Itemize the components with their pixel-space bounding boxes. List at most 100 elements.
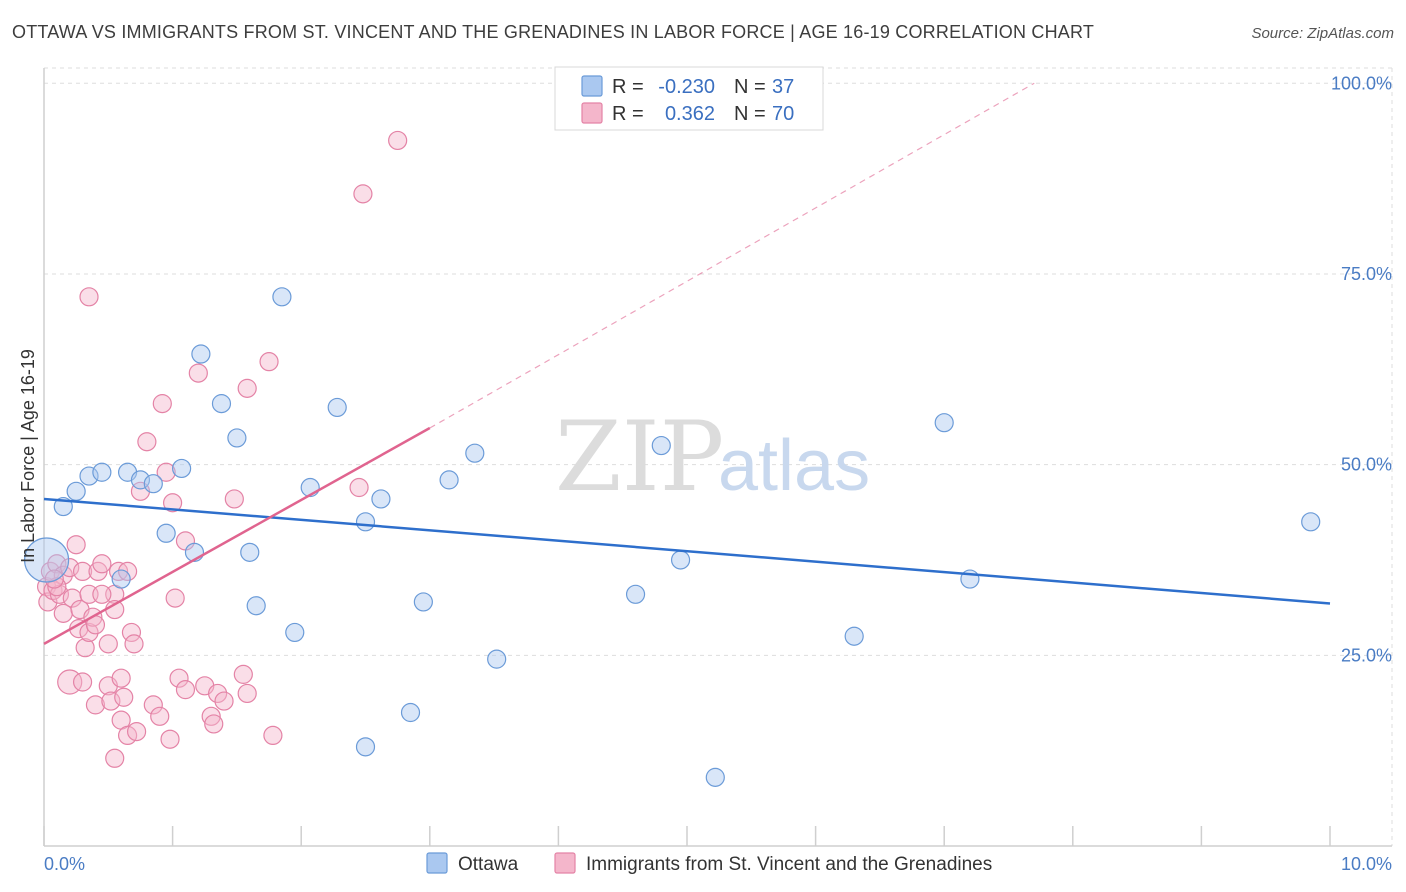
ottawa-point-21: [355, 512, 376, 532]
immigrants-point-46: [163, 493, 183, 513]
immigrants-point-65: [388, 130, 408, 151]
immigrants-point-58: [233, 664, 253, 684]
immigrants-point-51: [188, 363, 208, 383]
immigrants-point-59: [237, 683, 257, 704]
immigrants-trend-extension: [429, 82, 1035, 429]
ottawa-point-22: [371, 489, 391, 509]
stats-legend: R = -0.230 N = 37 R = 0.362 N = 70: [554, 66, 824, 131]
ottawa-point-16: [246, 596, 266, 616]
legend-immigrants-r: 0.362: [665, 103, 715, 125]
immigrants-point-11: [66, 535, 86, 555]
immigrants-point-53: [201, 706, 221, 726]
immigrants-point-47: [165, 588, 185, 608]
series-legend-immigrants-label: Immigrants from St. Vincent and the Gren…: [586, 854, 992, 875]
ottawa-point-4: [92, 462, 112, 482]
ottawa-point-10: [172, 458, 192, 479]
immigrants-point-64: [349, 477, 369, 498]
legend-ottawa-n: 37: [772, 76, 794, 98]
series-immigrants-points: [36, 130, 408, 768]
immigrants-point-55: [208, 683, 228, 704]
ottawa-point-17: [272, 287, 292, 307]
y-axis-label: In Labor Force | Age 16-19: [18, 349, 38, 563]
series-ottawa-points: [23, 287, 1321, 787]
immigrants-point-41: [143, 695, 163, 715]
ottawa-point-8: [143, 474, 163, 494]
immigrants-point-69: [117, 561, 138, 582]
immigrants-point-5: [49, 584, 70, 604]
y-tick-label-3: 25.0%: [1341, 645, 1392, 665]
ottawa-point-32: [705, 767, 725, 787]
immigrants-point-60: [237, 378, 257, 398]
ottawa-point-12: [191, 344, 211, 364]
legend-ottawa-swatch: [581, 75, 603, 97]
immigrants-point-43: [152, 394, 172, 414]
immigrants-point-32: [114, 687, 134, 707]
ottawa-point-18: [285, 622, 305, 643]
ottawa-trend-line: [43, 497, 1331, 605]
ottawa-point-15: [240, 542, 260, 562]
immigrants-point-15: [72, 672, 93, 692]
ottawa-point-14: [227, 428, 247, 448]
legend-n-label-2: N =: [734, 103, 766, 125]
ottawa-point-20: [327, 397, 347, 418]
ottawa-point-34: [934, 413, 954, 433]
immigrants-point-49: [175, 680, 196, 700]
immigrants-point-16: [75, 638, 95, 658]
trend-lines: [43, 82, 1331, 645]
immigrants-point-48: [169, 668, 189, 688]
ottawa-point-9: [156, 523, 176, 543]
immigrants-point-40: [137, 432, 157, 452]
ottawa-point-36: [1301, 512, 1321, 532]
immigrants-point-45: [160, 729, 180, 749]
series-legend-ottawa-swatch: [426, 852, 448, 874]
immigrants-point-23: [92, 554, 112, 574]
ottawa-point-23: [355, 737, 376, 757]
chart-source: Source: ZipAtlas.com: [1251, 25, 1394, 42]
ottawa-point-29: [625, 584, 646, 604]
immigrants-point-61: [259, 352, 279, 372]
ottawa-point-13: [211, 394, 232, 414]
ottawa-point-24: [400, 702, 421, 723]
immigrants-point-35: [121, 622, 142, 643]
legend-n-label: N =: [734, 76, 766, 98]
watermark: ZIP atlas: [555, 401, 870, 513]
legend-immigrants-n: 70: [772, 103, 794, 125]
x-axis-ticks: [43, 826, 1331, 846]
immigrants-point-4: [47, 554, 67, 574]
legend-r-label: R =: [612, 76, 644, 98]
immigrants-point-56: [214, 691, 234, 711]
immigrants-point-54: [204, 714, 224, 734]
immigrants-point-38: [105, 748, 125, 768]
immigrants-point-66: [47, 577, 67, 597]
ottawa-point-2: [66, 481, 86, 501]
y-tick-label-2: 50.0%: [1341, 455, 1392, 475]
legend-immigrants-swatch: [581, 102, 603, 124]
ottawa-point-27: [465, 443, 485, 463]
series-legend-ottawa-label: Ottawa: [458, 854, 519, 875]
y-tick-label-1: 75.0%: [1341, 264, 1392, 284]
immigrants-point-67: [44, 569, 64, 589]
immigrants-point-22: [79, 287, 99, 307]
ottawa-point-3: [79, 466, 99, 486]
series-legend-immigrants-swatch: [554, 852, 576, 874]
legend-ottawa-r: -0.230: [658, 76, 715, 98]
ottawa-point-30: [651, 435, 671, 456]
immigrants-trend-line: [43, 426, 431, 645]
immigrants-point-24: [85, 695, 106, 715]
series-legend: Ottawa Immigrants from St. Vincent and t…: [426, 852, 992, 875]
immigrants-point-1: [38, 592, 58, 612]
immigrants-point-14: [72, 561, 93, 582]
watermark-zip: ZIP: [555, 401, 724, 513]
watermark-atlas: atlas: [718, 426, 870, 506]
y-tick-labels: 100.0% 75.0% 50.0% 25.0%: [1331, 73, 1392, 665]
legend-r-label-2: R =: [612, 103, 644, 125]
x-tick-label-max: 10.0%: [1341, 854, 1392, 874]
immigrants-point-57: [224, 489, 244, 509]
ottawa-point-28: [487, 649, 507, 669]
ottawa-point-31: [670, 550, 691, 570]
immigrants-point-36: [124, 634, 144, 654]
ottawa-point-25: [413, 592, 433, 612]
ottawa-point-0: [23, 537, 70, 583]
immigrants-point-25: [98, 634, 118, 654]
